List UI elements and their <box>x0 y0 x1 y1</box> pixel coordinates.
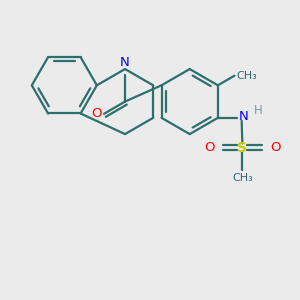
Text: O: O <box>270 141 280 154</box>
Text: N: N <box>239 110 249 123</box>
Text: O: O <box>204 141 215 154</box>
Text: O: O <box>91 107 102 120</box>
Text: CH₃: CH₃ <box>236 71 257 81</box>
Text: H: H <box>254 103 262 117</box>
Text: S: S <box>237 141 247 154</box>
Text: CH₃: CH₃ <box>232 173 253 183</box>
Text: N: N <box>120 56 130 69</box>
